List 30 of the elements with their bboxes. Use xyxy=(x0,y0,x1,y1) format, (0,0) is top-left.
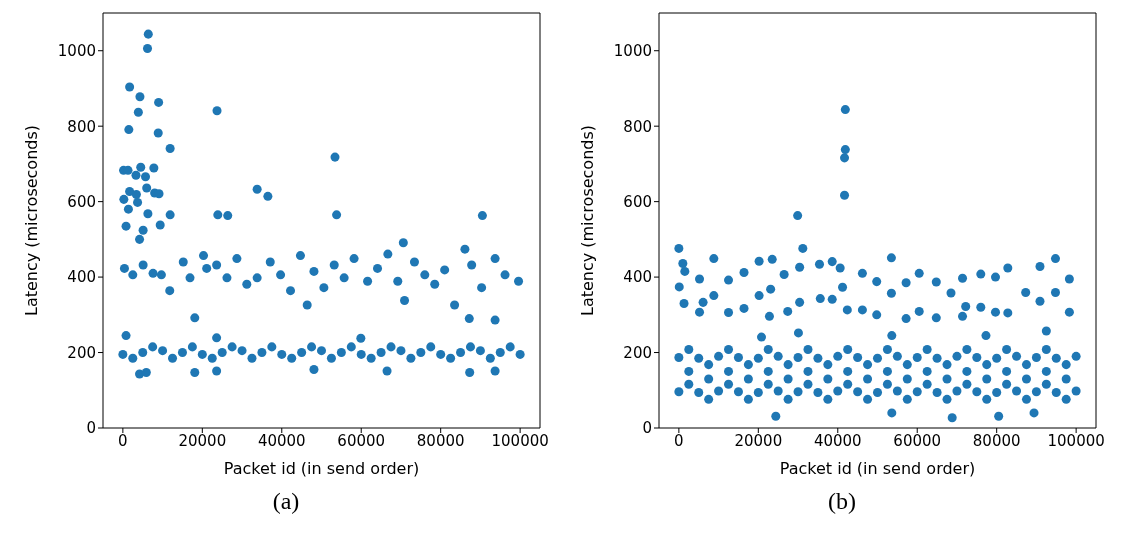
x-tick-label: 0 xyxy=(118,431,128,450)
x-tick-label: 100000 xyxy=(1047,431,1105,450)
y-tick-label: 0 xyxy=(86,419,96,438)
y-axis-title: Latency (microseconds) xyxy=(577,124,597,317)
x-axis-title: Packet id (in send order) xyxy=(223,459,420,478)
x-tick-label: 40000 xyxy=(813,431,862,450)
y-tick-label: 200 xyxy=(67,343,96,362)
y-tick-label: 1000 xyxy=(613,42,652,61)
x-tick-label: 0 xyxy=(674,431,684,450)
x-tick-label: 60000 xyxy=(337,431,386,450)
y-tick-label: 800 xyxy=(67,117,96,136)
x-tick-label: 80000 xyxy=(416,431,465,450)
y-axis-title: Latency (microseconds) xyxy=(21,124,41,317)
x-tick-label: 100000 xyxy=(491,431,549,450)
y-tick-label: 800 xyxy=(623,117,652,136)
x-tick-label: 20000 xyxy=(734,431,783,450)
y-tick-label: 1000 xyxy=(57,42,96,61)
x-axis-title: Packet id (in send order) xyxy=(779,459,976,478)
y-tick-label: 200 xyxy=(623,343,652,362)
y-tick-label: 400 xyxy=(67,268,96,287)
x-tick-label: 60000 xyxy=(893,431,942,450)
y-tick-label: 600 xyxy=(67,192,96,211)
text: (b) xyxy=(828,488,856,515)
y-tick-label: 400 xyxy=(623,268,652,287)
text: (a) xyxy=(272,488,300,515)
y-tick-label: 0 xyxy=(642,419,652,438)
y-tick-label: 600 xyxy=(623,192,652,211)
x-tick-label: 80000 xyxy=(972,431,1021,450)
x-tick-label: 40000 xyxy=(257,431,306,450)
x-tick-label: 20000 xyxy=(178,431,227,450)
